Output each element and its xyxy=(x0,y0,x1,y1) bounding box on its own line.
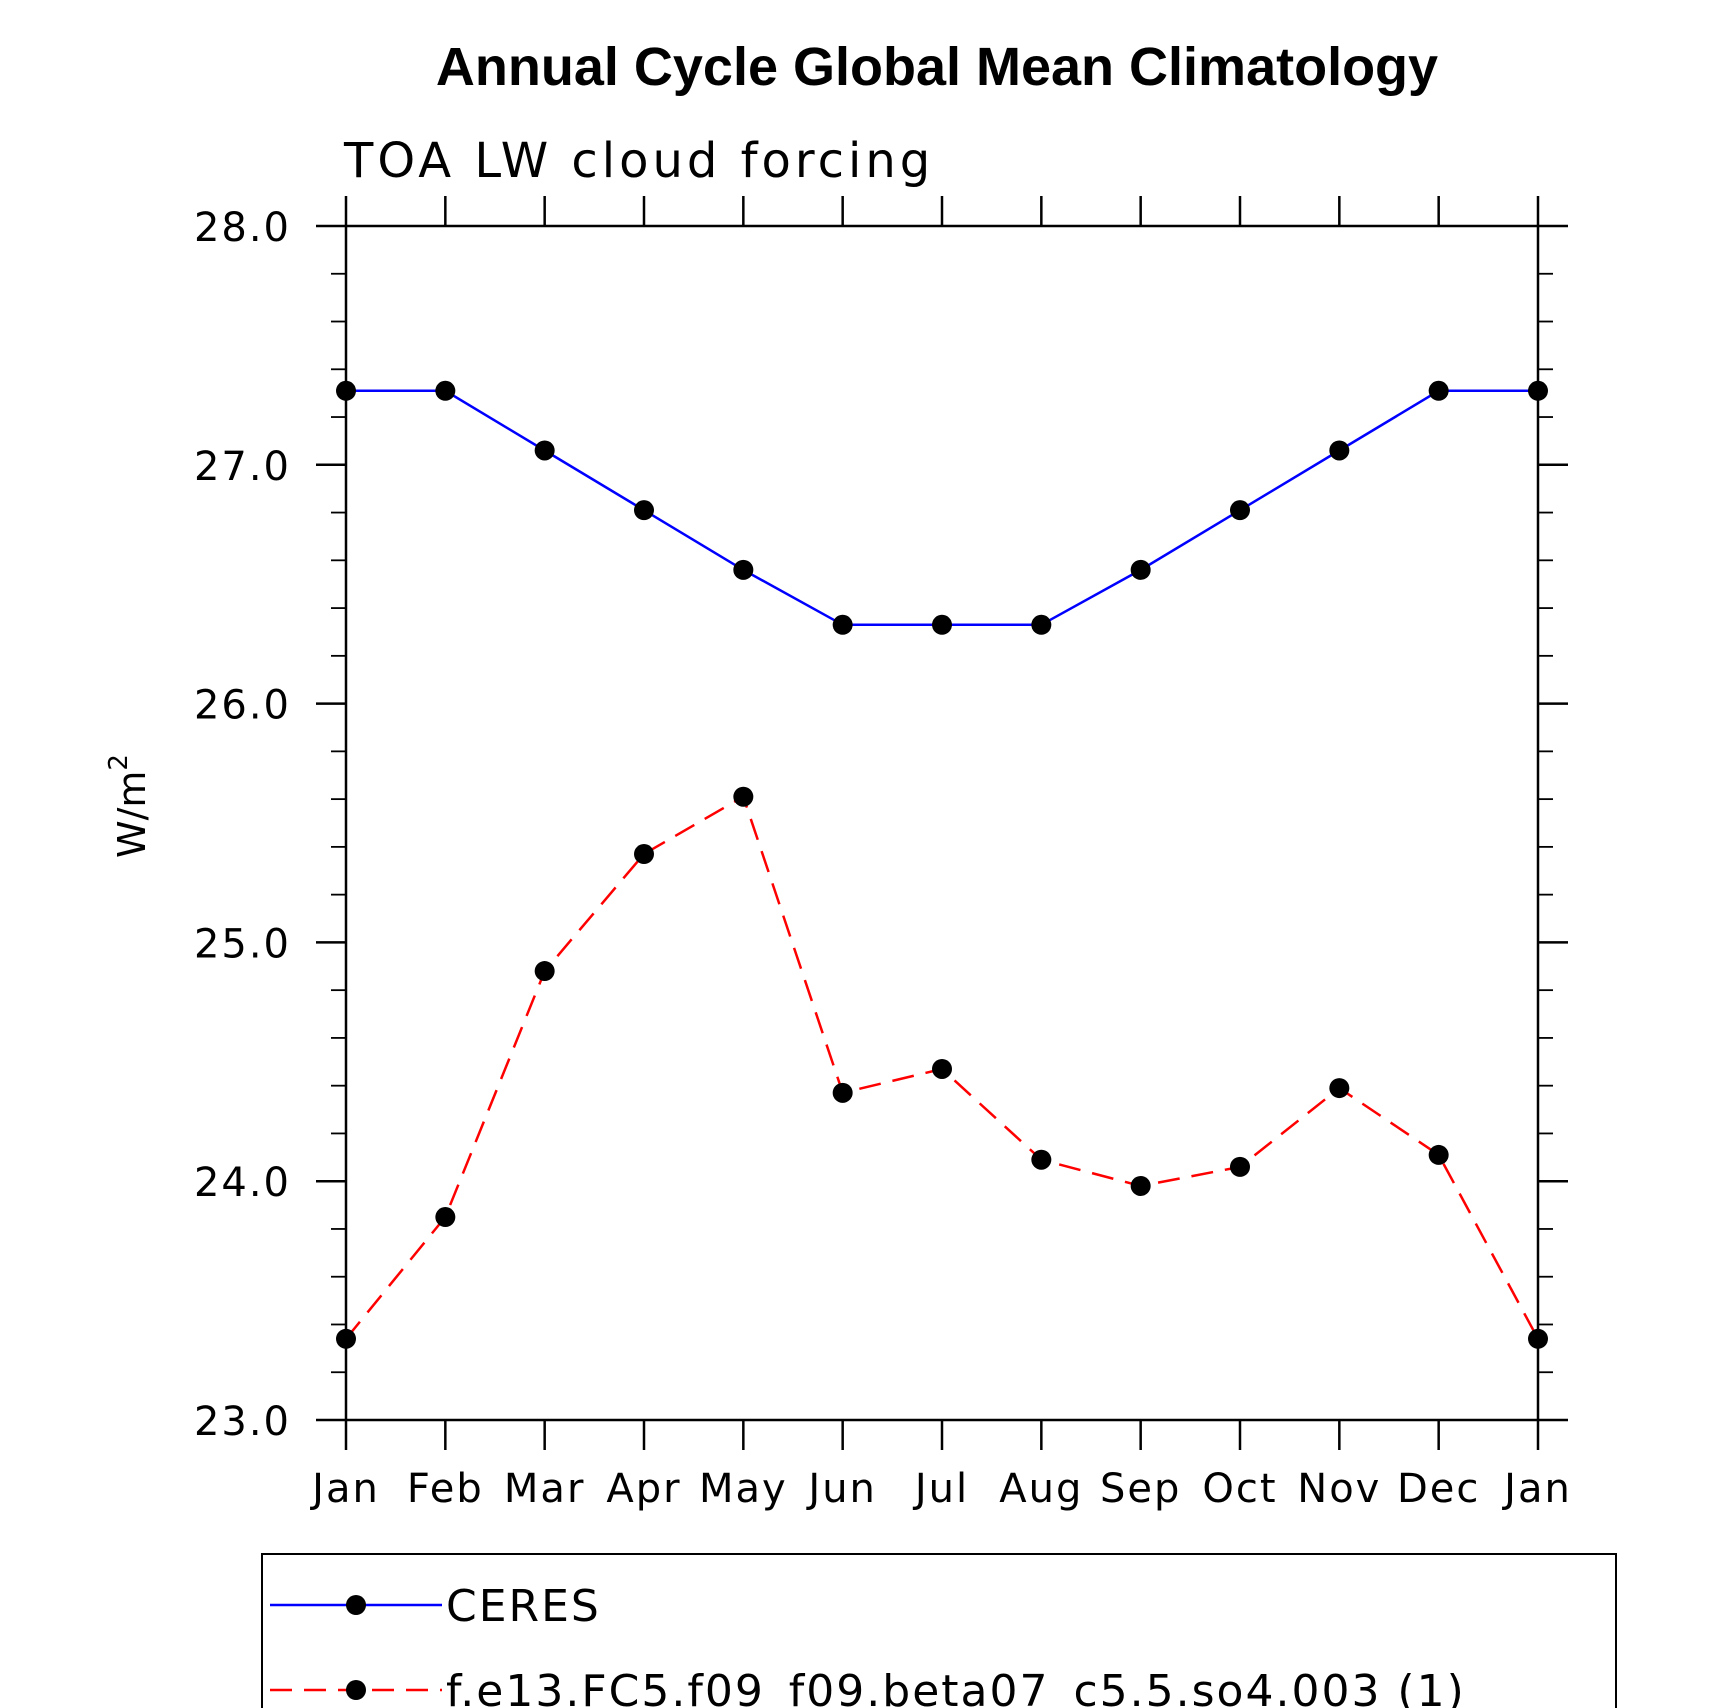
series-2-point xyxy=(1528,1328,1548,1349)
series-2-point xyxy=(435,1207,456,1228)
series-line-1 xyxy=(346,389,1538,627)
series-2-point xyxy=(634,844,654,865)
legend-entry: f.e13.FC5.f09_f09.beta07_c5.5.so4.003 (1… xyxy=(270,1666,1466,1708)
legend-entries: CERES f.e13.FC5.f09_f09.beta07_c5.5.so4.0… xyxy=(270,1581,1466,1708)
series-1-point xyxy=(634,500,654,521)
series-1-point xyxy=(733,559,754,580)
series-2-point xyxy=(832,1082,853,1103)
legend-label-1: CERES xyxy=(446,1581,601,1632)
y-axis-label-base: W/m xyxy=(110,771,154,858)
series-1-point xyxy=(1031,614,1052,635)
x-tick-label: Jun xyxy=(805,1466,877,1512)
legend-entry: CERES xyxy=(270,1581,601,1632)
legend-box xyxy=(261,1553,1617,1708)
series-1-point xyxy=(336,380,356,401)
series-1-point xyxy=(1528,380,1548,401)
series-2-point xyxy=(932,1058,952,1079)
series-2-point xyxy=(1428,1144,1449,1165)
series-2-point xyxy=(336,1328,356,1349)
series-1-point xyxy=(1230,500,1250,521)
y-tick-label: 25.0 xyxy=(194,921,291,967)
series-1-point xyxy=(932,614,952,635)
series-1-point xyxy=(832,614,853,635)
series-2-point xyxy=(1329,1078,1350,1099)
x-tick-label: Jul xyxy=(912,1466,969,1512)
x-tick-label: Jan xyxy=(1501,1466,1572,1512)
chart-title: Annual Cycle Global Mean Climatology xyxy=(436,37,1438,97)
series-lines xyxy=(345,389,1540,1340)
series-1-point xyxy=(534,440,555,461)
y-axis-label: W/m2 xyxy=(104,754,154,858)
plot-frame xyxy=(344,224,1540,1422)
y-tick-label: 27.0 xyxy=(194,444,291,490)
axis-ticks xyxy=(316,196,1568,1450)
plot-border xyxy=(344,224,1540,1422)
x-tick-label: Sep xyxy=(1100,1466,1181,1512)
chart-subtitle: TOA LW cloud forcing xyxy=(343,133,934,189)
x-tick-labels: Jan Feb Mar Apr May Jun Jul Aug Sep Oct Nov Dec Jan xyxy=(309,1466,1572,1512)
x-tick-label: Apr xyxy=(606,1466,681,1512)
series-2-point xyxy=(1230,1156,1250,1177)
x-tick-label: Feb xyxy=(407,1466,484,1512)
x-tick-label: Nov xyxy=(1297,1466,1381,1512)
series-2-point xyxy=(1130,1175,1151,1196)
legend-marker-2 xyxy=(346,1680,366,1700)
y-tick-label: 26.0 xyxy=(194,683,291,729)
legend-marker-1 xyxy=(346,1595,366,1615)
y-tick-labels: 23.0 24.0 25.0 26.0 27.0 28.0 xyxy=(194,205,291,1445)
y-tick-label: 23.0 xyxy=(194,1399,291,1445)
x-tick-label: Mar xyxy=(504,1466,585,1512)
x-tick-label: Oct xyxy=(1202,1466,1277,1512)
series-2-point xyxy=(1031,1149,1052,1170)
y-tick-label: 24.0 xyxy=(194,1160,291,1206)
svg-text:W/m2: W/m2 xyxy=(104,754,154,858)
series-2-point xyxy=(733,786,754,807)
x-tick-label: May xyxy=(699,1466,788,1512)
y-axis-label-superscript: 2 xyxy=(104,754,134,771)
x-tick-label: Jan xyxy=(309,1466,380,1512)
series-1-point xyxy=(1130,559,1151,580)
series-1-point xyxy=(435,380,456,401)
legend: CERES f.e13.FC5.f09_f09.beta07_c5.5.so4.0… xyxy=(261,1553,1617,1708)
y-tick-label: 28.0 xyxy=(194,205,291,251)
series-1-point xyxy=(1329,440,1350,461)
x-tick-label: Aug xyxy=(999,1466,1083,1512)
legend-label-2: f.e13.FC5.f09_f09.beta07_c5.5.so4.003 (1… xyxy=(446,1666,1466,1708)
series-points xyxy=(336,380,1548,1349)
x-tick-label: Dec xyxy=(1397,1466,1480,1512)
series-1-point xyxy=(1428,380,1449,401)
series-2-point xyxy=(534,961,555,982)
